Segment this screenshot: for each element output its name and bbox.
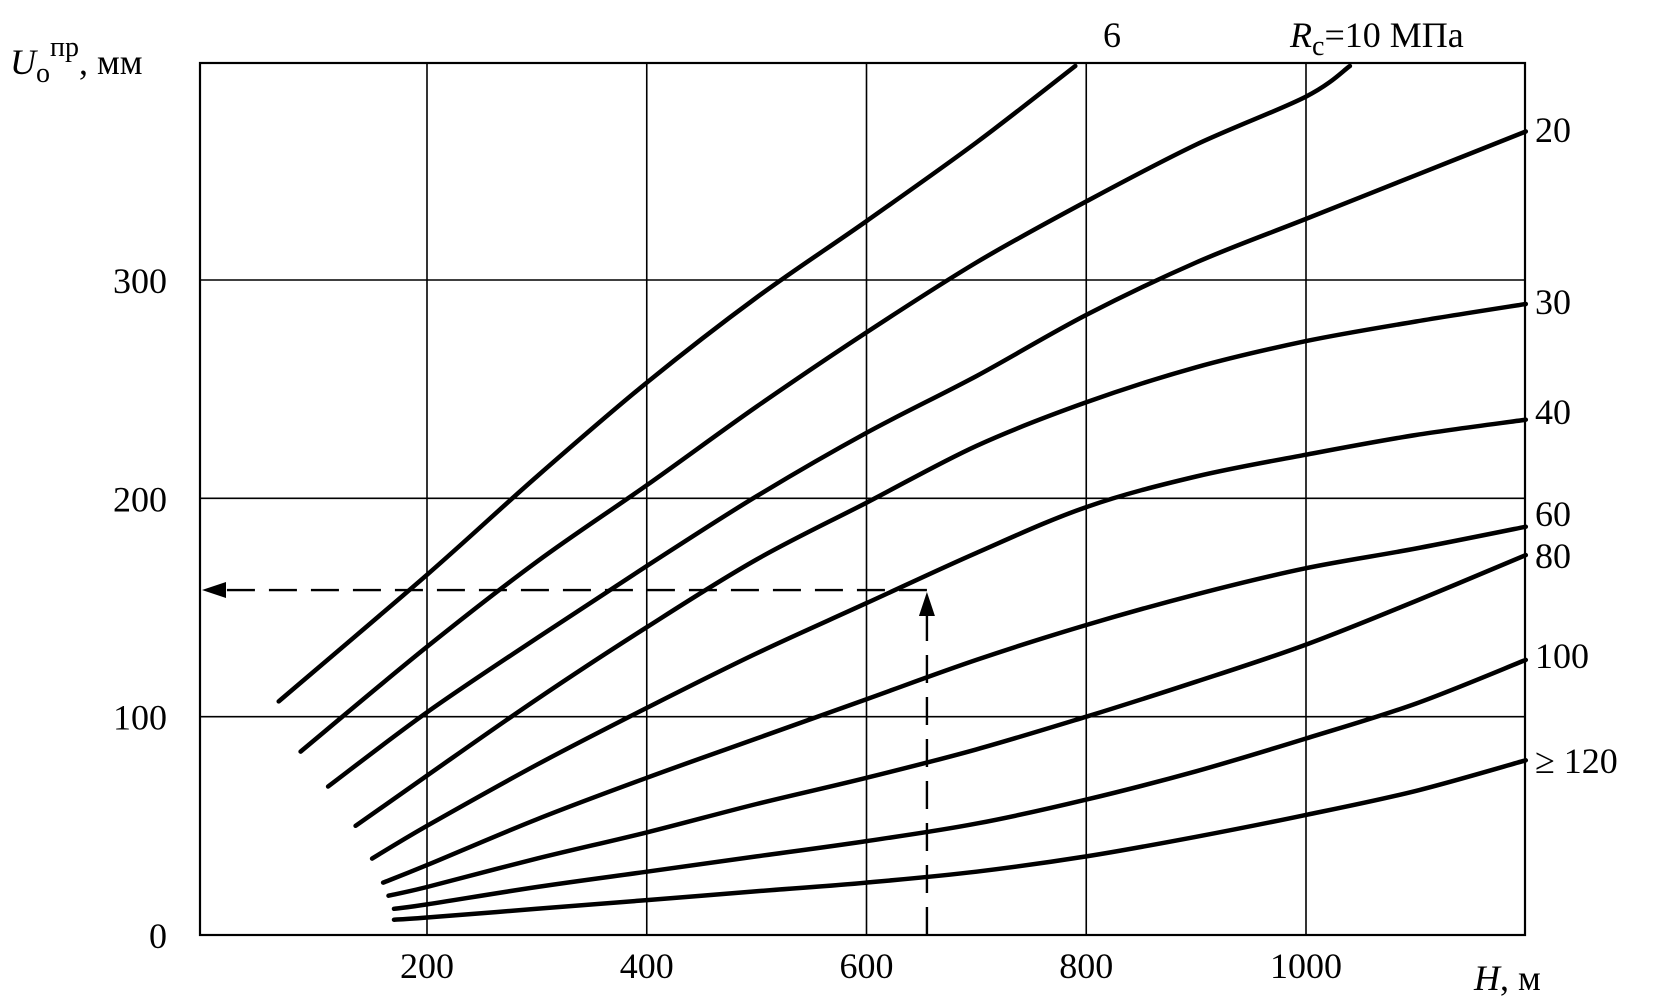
curve-label-40: 40 — [1535, 392, 1571, 432]
grid-lines — [200, 63, 1525, 935]
curve-label-60: 60 — [1535, 494, 1571, 534]
x-tick-label: 800 — [1059, 946, 1113, 986]
y-axis-title: Uопр, мм — [10, 32, 143, 89]
plot-frame — [198, 61, 1527, 937]
curve-label-80: 80 — [1535, 536, 1571, 576]
y-axis-unit: , мм — [79, 42, 143, 82]
y-tick-label: 200 — [113, 479, 167, 519]
curves — [276, 63, 1529, 922]
y-tick-labels: 0 100 200 300 — [113, 261, 167, 956]
x-tick-label: 1000 — [1270, 946, 1342, 986]
example-annotation — [202, 582, 935, 935]
y-tick-label: 100 — [113, 698, 167, 738]
x-axis-unit: , м — [1500, 958, 1541, 998]
curve-series — [325, 129, 1529, 789]
curve-label-30: 30 — [1535, 282, 1571, 322]
curve-series — [391, 758, 1529, 922]
curve-series — [298, 63, 1353, 754]
y-axis-superscript: пр — [50, 32, 79, 63]
y-tick-label: 300 — [113, 261, 167, 301]
x-axis-symbol: H — [1473, 958, 1502, 998]
curve-series — [386, 552, 1529, 898]
curve-series — [276, 63, 1078, 704]
y-tick-label: 0 — [149, 916, 167, 956]
x-tick-label: 400 — [620, 946, 674, 986]
curve-label-120: ≥ 120 — [1535, 741, 1618, 781]
curve-series — [369, 417, 1529, 861]
curve-label-6: 6 — [1103, 15, 1121, 55]
x-axis-title: H, м — [1473, 958, 1541, 998]
arrow-left-icon — [202, 582, 226, 599]
rc-subscript: с — [1312, 31, 1324, 62]
rc-value-text: =10 МПа — [1324, 15, 1463, 55]
curve-series — [380, 524, 1529, 885]
y-axis-symbol: U — [10, 42, 38, 82]
curve-label-20: 20 — [1535, 110, 1571, 150]
x-tick-label: 200 — [400, 946, 454, 986]
rc-symbol: R — [1289, 15, 1312, 55]
y-axis-subscript: о — [36, 58, 50, 89]
curve-series — [391, 657, 1529, 912]
curve-series — [353, 301, 1529, 829]
x-tick-label: 600 — [840, 946, 894, 986]
x-tick-labels: 200 400 600 800 1000 — [400, 946, 1342, 986]
curve-label-rc10: Rс=10 МПа — [1289, 15, 1464, 62]
arrow-up-icon — [918, 592, 935, 617]
curve-label-100: 100 — [1535, 636, 1589, 676]
